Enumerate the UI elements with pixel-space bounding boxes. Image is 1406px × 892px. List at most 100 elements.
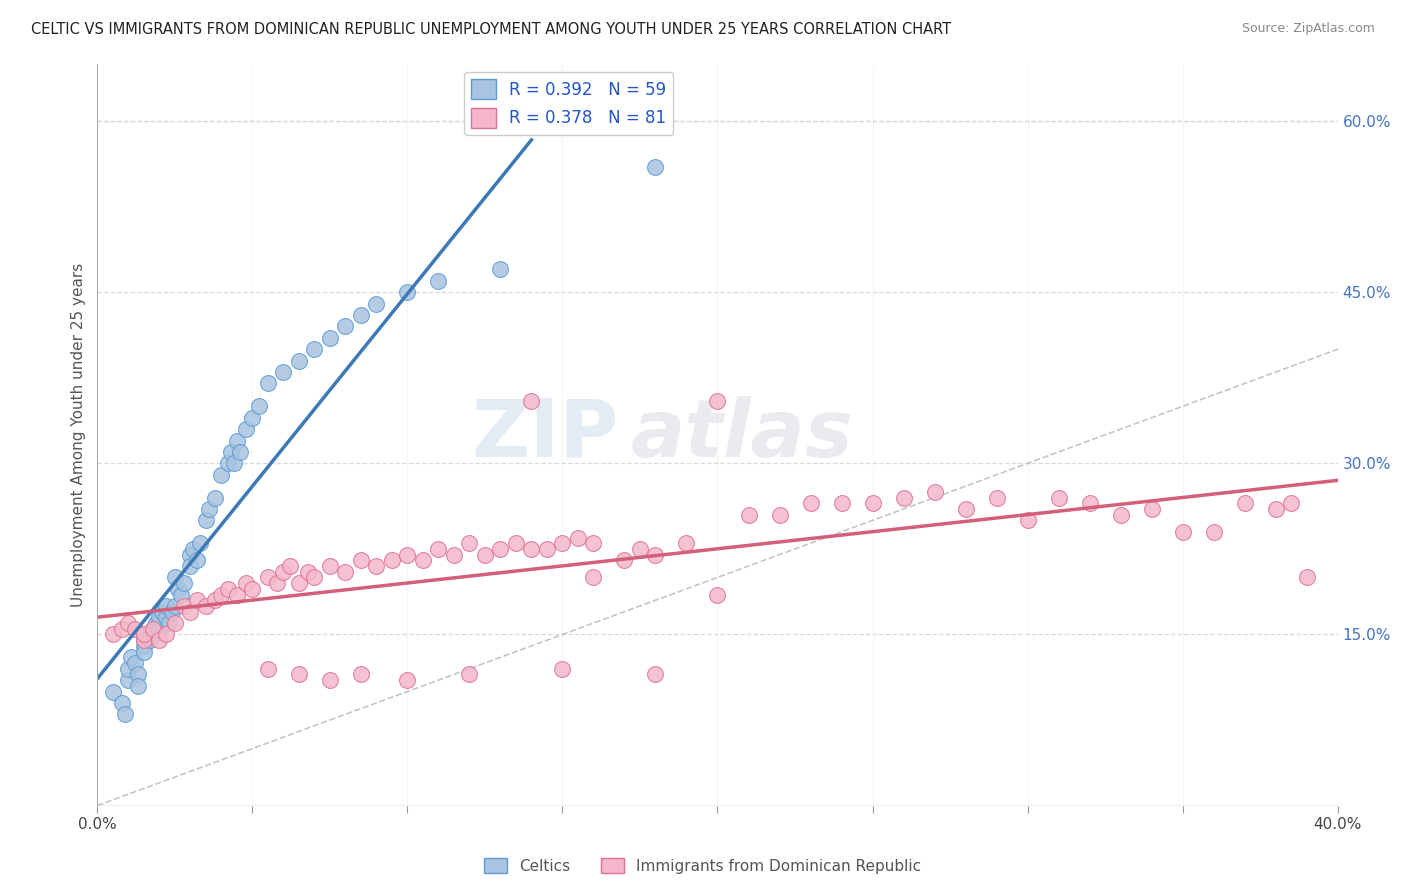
Point: [229, 445, 252, 459]
Point: [1017, 513, 1039, 527]
Point: [644, 548, 666, 562]
Point: [101, 684, 124, 698]
Point: [396, 548, 419, 562]
Point: [458, 667, 481, 681]
Point: [124, 622, 146, 636]
Point: [273, 365, 295, 379]
Y-axis label: Unemployment Among Youth under 25 years: Unemployment Among Youth under 25 years: [72, 263, 86, 607]
Point: [266, 576, 288, 591]
Text: CELTIC VS IMMIGRANTS FROM DOMINICAN REPUBLIC UNEMPLOYMENT AMONG YOUTH UNDER 25 Y: CELTIC VS IMMIGRANTS FROM DOMINICAN REPU…: [31, 22, 950, 37]
Point: [132, 644, 155, 658]
Point: [551, 536, 574, 550]
Text: ZIP: ZIP: [471, 396, 619, 474]
Point: [582, 536, 605, 550]
Point: [148, 616, 170, 631]
Point: [145, 616, 167, 631]
Point: [799, 496, 821, 510]
Point: [114, 707, 136, 722]
Point: [242, 410, 264, 425]
Point: [288, 576, 311, 591]
Point: [706, 588, 728, 602]
Point: [225, 434, 247, 448]
Point: [675, 536, 697, 550]
Point: [247, 400, 270, 414]
Point: [155, 599, 177, 613]
Point: [297, 565, 319, 579]
Point: [278, 559, 301, 574]
Point: [551, 662, 574, 676]
Point: [127, 679, 149, 693]
Point: [132, 633, 155, 648]
Point: [127, 667, 149, 681]
Point: [217, 456, 239, 470]
Point: [520, 393, 543, 408]
Point: [520, 541, 543, 556]
Point: [1109, 508, 1132, 522]
Point: [179, 605, 201, 619]
Point: [986, 491, 1008, 505]
Point: [136, 627, 159, 641]
Point: [644, 667, 666, 681]
Point: [350, 553, 373, 567]
Point: [132, 627, 155, 641]
Point: [235, 422, 257, 436]
Point: [194, 513, 217, 527]
Point: [443, 548, 465, 562]
Point: [893, 491, 915, 505]
Point: [235, 576, 257, 591]
Point: [644, 160, 666, 174]
Point: [142, 622, 165, 636]
Point: [163, 599, 186, 613]
Point: [381, 553, 404, 567]
Point: [505, 536, 527, 550]
Point: [163, 570, 186, 584]
Point: [209, 467, 232, 482]
Point: [582, 570, 605, 584]
Point: [366, 559, 388, 574]
Point: [219, 445, 242, 459]
Point: [173, 576, 195, 591]
Point: [955, 502, 977, 516]
Legend: Celtics, Immigrants from Dominican Republic: Celtics, Immigrants from Dominican Repub…: [478, 852, 928, 880]
Point: [198, 502, 221, 516]
Point: [225, 588, 247, 602]
Point: [396, 673, 419, 687]
Point: [160, 605, 183, 619]
Point: [117, 662, 139, 676]
Point: [536, 541, 558, 556]
Point: [613, 553, 636, 567]
Point: [350, 667, 373, 681]
Point: [188, 536, 211, 550]
Point: [304, 570, 326, 584]
Point: [170, 588, 193, 602]
Point: [396, 285, 419, 300]
Point: [288, 353, 311, 368]
Point: [831, 496, 853, 510]
Point: [148, 610, 170, 624]
Point: [117, 616, 139, 631]
Point: [1202, 524, 1225, 539]
Point: [458, 536, 481, 550]
Point: [489, 541, 512, 556]
Point: [1295, 570, 1317, 584]
Point: [120, 650, 142, 665]
Point: [1171, 524, 1194, 539]
Point: [157, 616, 180, 631]
Point: [204, 593, 226, 607]
Point: [288, 667, 311, 681]
Point: [304, 343, 326, 357]
Point: [768, 508, 790, 522]
Point: [474, 548, 496, 562]
Point: [142, 627, 165, 641]
Point: [1047, 491, 1070, 505]
Point: [124, 656, 146, 670]
Point: [924, 484, 946, 499]
Point: [427, 274, 450, 288]
Point: [183, 541, 205, 556]
Point: [489, 262, 512, 277]
Point: [186, 553, 208, 567]
Point: [257, 376, 280, 391]
Point: [132, 633, 155, 648]
Text: Source: ZipAtlas.com: Source: ZipAtlas.com: [1241, 22, 1375, 36]
Point: [350, 308, 373, 322]
